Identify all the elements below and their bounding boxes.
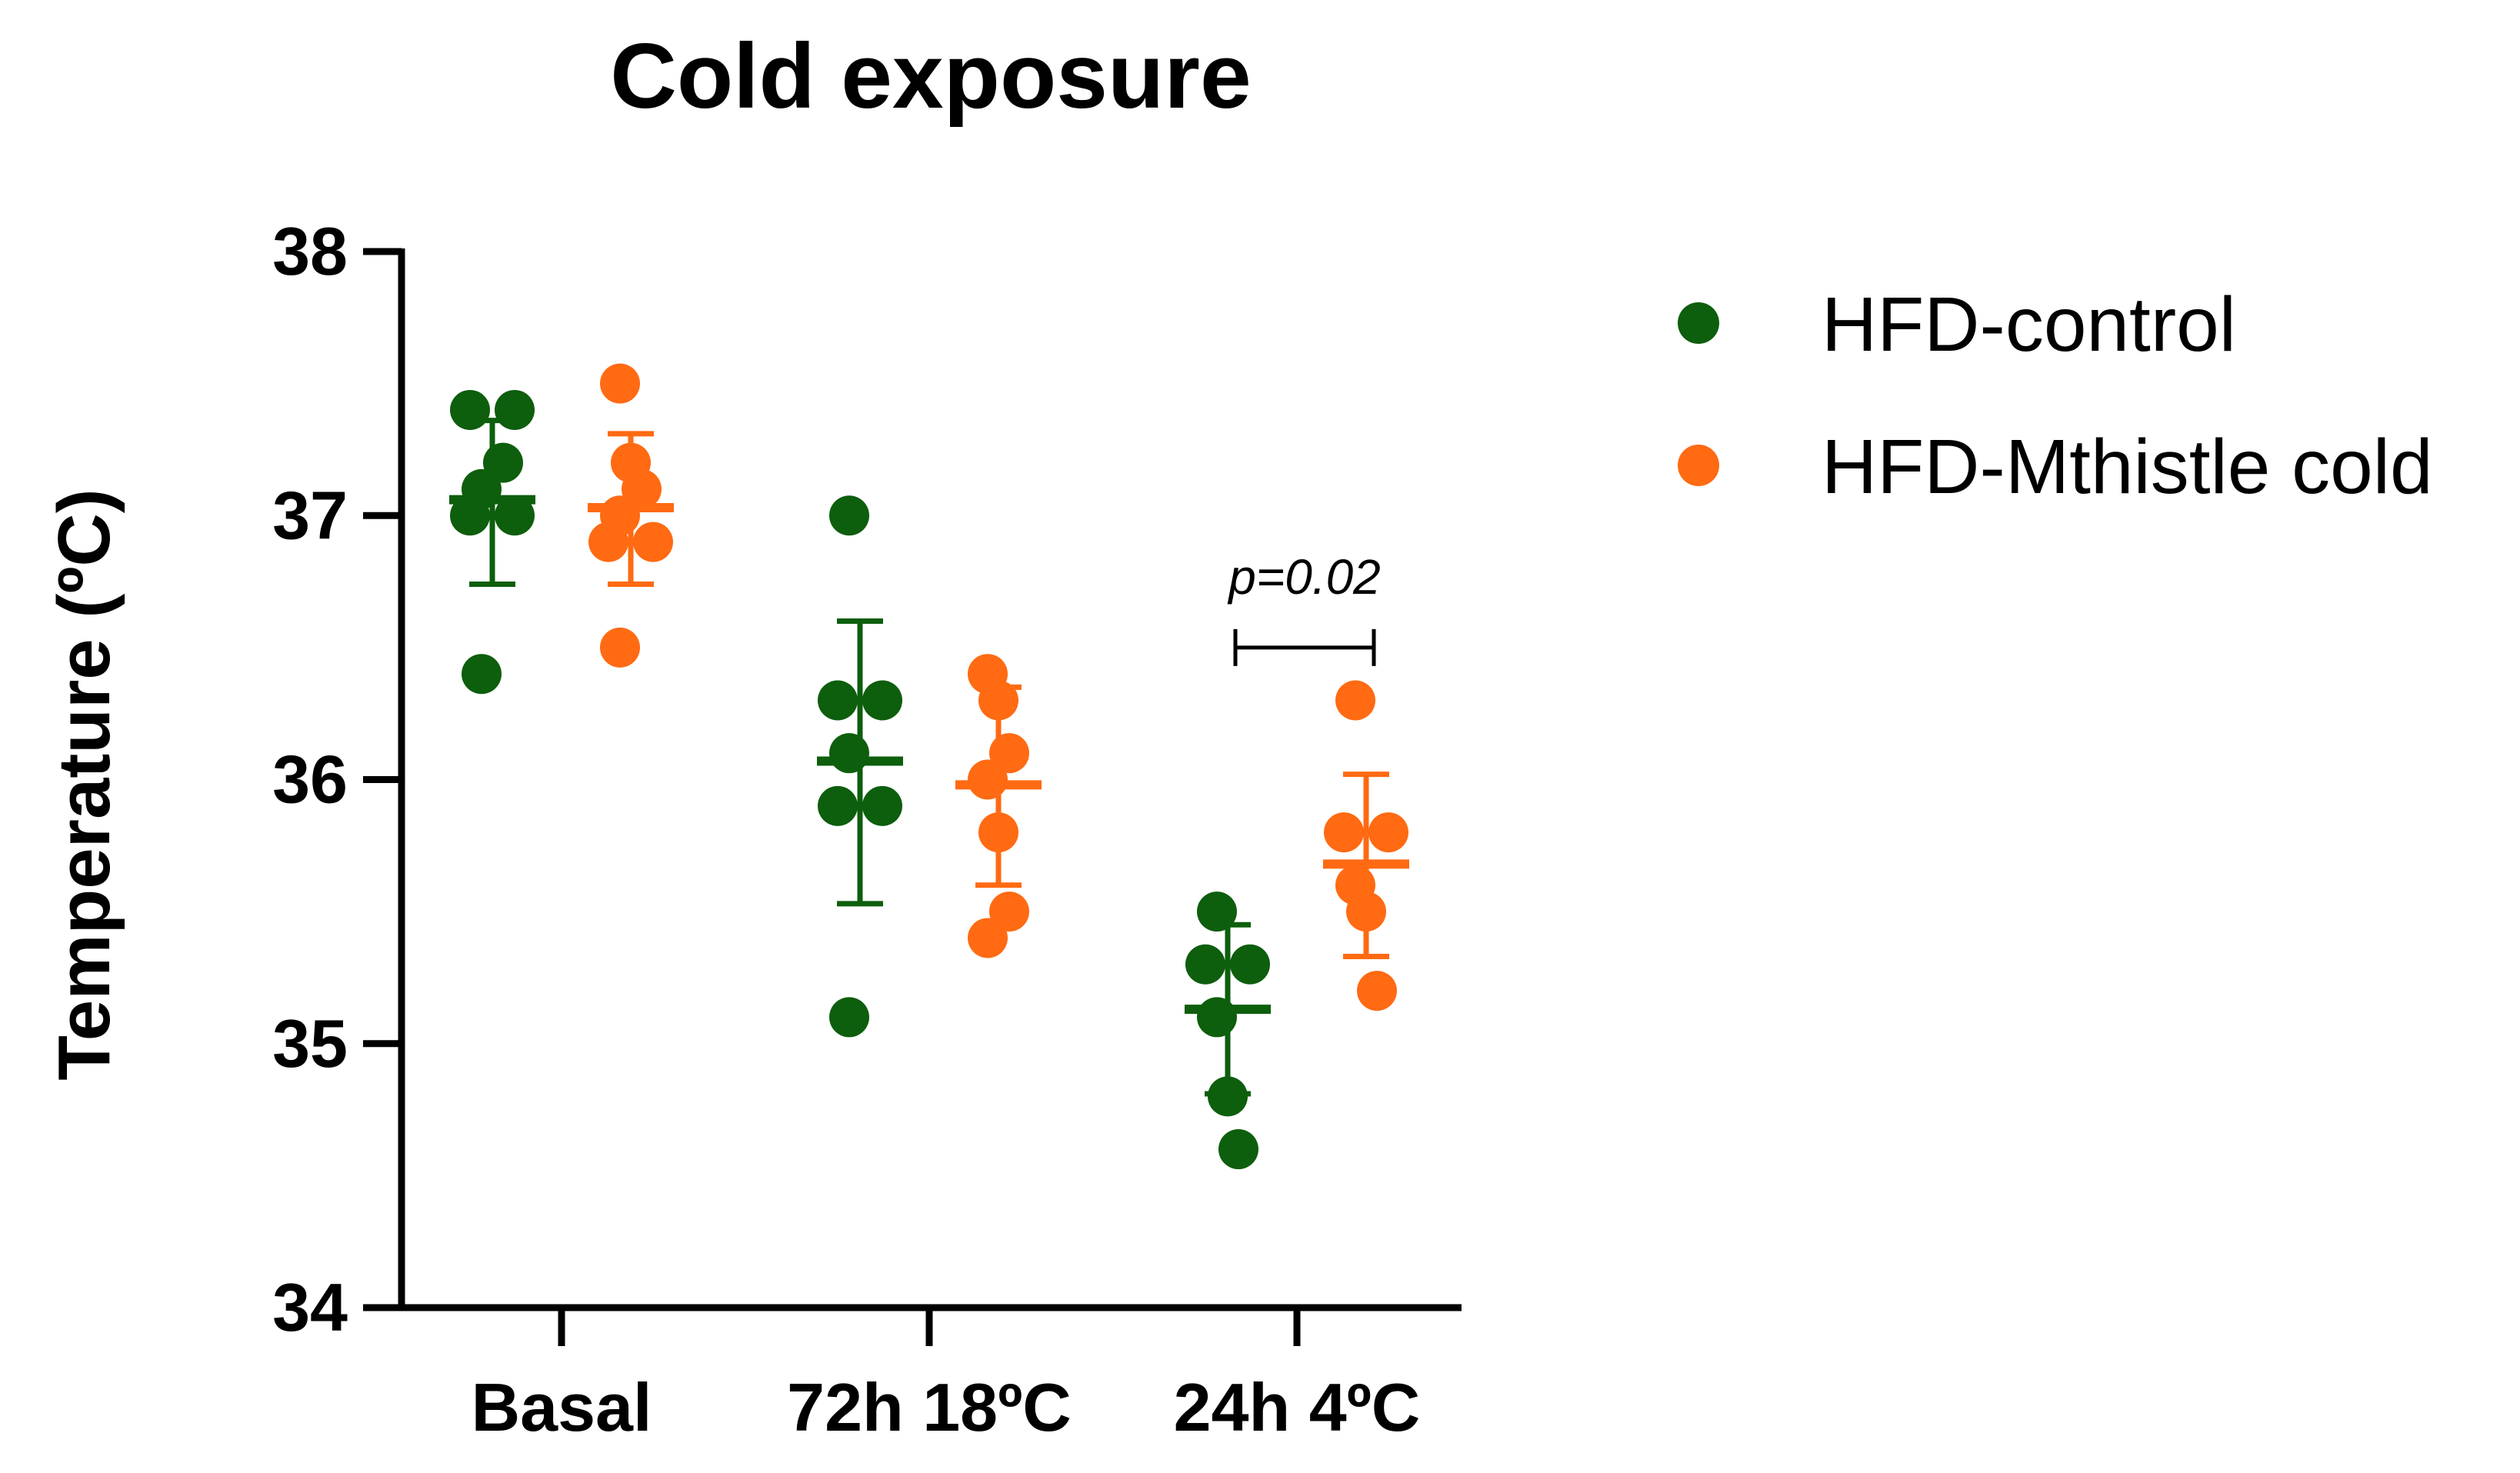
data-point bbox=[600, 627, 640, 668]
axes bbox=[398, 248, 1462, 1311]
y-tick-label: 34 bbox=[272, 1269, 348, 1345]
data-point bbox=[495, 389, 535, 430]
y-tick-label: 35 bbox=[272, 1005, 348, 1081]
data-point bbox=[968, 918, 1008, 958]
x-tick-label: 72h 18ºC bbox=[787, 1369, 1072, 1445]
data-point bbox=[1368, 812, 1408, 853]
y-tick-label: 38 bbox=[272, 213, 348, 289]
x-tick-label: 24h 4ºC bbox=[1174, 1369, 1421, 1445]
data-point bbox=[989, 891, 1029, 932]
data-point bbox=[633, 522, 673, 562]
legend-label: HFD-Mthistle cold bbox=[1822, 424, 2433, 510]
legend: HFD-control HFD-Mthistle cold bbox=[1678, 282, 2433, 510]
data-point bbox=[1230, 944, 1270, 985]
data-point bbox=[1357, 971, 1397, 1011]
legend-marker bbox=[1678, 445, 1719, 486]
data-point bbox=[818, 680, 858, 721]
data-point bbox=[1185, 944, 1225, 985]
series-hfd-mthistle-cold bbox=[588, 363, 1409, 1011]
x-axis-ticks: Basal 72h 18ºC 24h 4ºC bbox=[472, 1308, 1421, 1445]
data-point bbox=[862, 785, 902, 826]
chart-title: Cold exposure bbox=[610, 25, 1252, 128]
data-point bbox=[1324, 812, 1364, 853]
data-point bbox=[450, 389, 490, 430]
data-point bbox=[829, 997, 869, 1038]
data-point bbox=[1197, 997, 1237, 1038]
data-point bbox=[462, 654, 502, 695]
x-tick-label: Basal bbox=[472, 1369, 652, 1445]
series-hfd-control bbox=[449, 389, 1271, 1170]
data-point bbox=[1197, 891, 1237, 932]
data-point bbox=[862, 680, 902, 721]
y-axis-ticks: 34 35 36 37 38 bbox=[272, 213, 402, 1345]
data-point bbox=[600, 363, 640, 404]
data-point bbox=[450, 495, 490, 536]
legend-label: HFD-control bbox=[1822, 282, 2236, 368]
y-tick-label: 37 bbox=[272, 477, 348, 553]
data-point bbox=[1218, 1129, 1258, 1170]
data-point bbox=[829, 733, 869, 774]
data-point bbox=[829, 495, 869, 536]
data-point bbox=[968, 759, 1008, 800]
annotations: p=0.02 bbox=[1227, 549, 1381, 666]
data-point bbox=[818, 785, 858, 826]
p-value-label: p=0.02 bbox=[1227, 549, 1381, 605]
y-axis-label: Temperature (ºC) bbox=[43, 488, 125, 1080]
data-marks bbox=[449, 363, 1409, 1170]
data-point bbox=[588, 522, 628, 562]
legend-marker bbox=[1678, 302, 1719, 344]
y-tick-label: 36 bbox=[272, 741, 348, 818]
data-point bbox=[495, 495, 535, 536]
data-point bbox=[1335, 680, 1375, 721]
